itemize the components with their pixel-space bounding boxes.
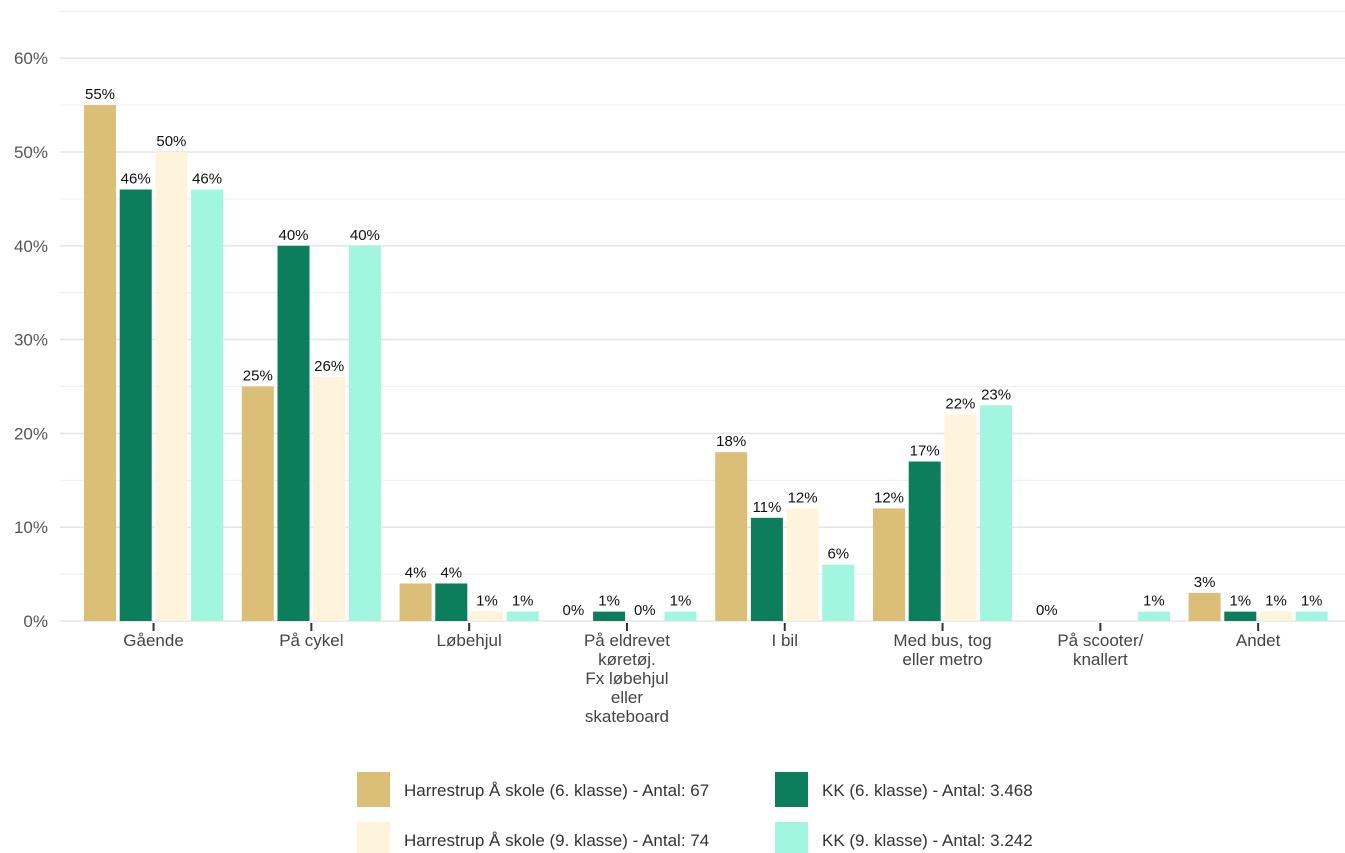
data-label: 4% xyxy=(405,564,427,581)
data-label: 1% xyxy=(1265,593,1287,610)
bar xyxy=(1295,611,1328,621)
data-label: 1% xyxy=(512,593,534,610)
x-category-label: eller metro xyxy=(902,650,982,669)
data-label: 6% xyxy=(827,546,849,563)
data-label: 26% xyxy=(314,358,344,375)
data-label: 18% xyxy=(716,433,746,450)
data-label: 1% xyxy=(1229,593,1251,610)
legend-swatch xyxy=(775,772,808,807)
legend-swatch xyxy=(357,822,390,853)
bar xyxy=(348,245,381,622)
data-label: 40% xyxy=(278,227,308,244)
x-category-label: I bil xyxy=(772,631,798,650)
y-tick-label: 10% xyxy=(14,518,48,537)
bar xyxy=(750,517,783,621)
data-label: 22% xyxy=(945,396,975,413)
bar xyxy=(664,611,697,621)
x-category-label: Gående xyxy=(123,631,184,650)
data-label: 1% xyxy=(670,593,692,610)
legend-item: Harrestrup Å skole (9. klasse) - Antal: … xyxy=(357,822,709,853)
bar xyxy=(822,564,855,621)
data-label: 0% xyxy=(1036,602,1058,619)
y-tick-label: 20% xyxy=(14,424,48,443)
bar xyxy=(944,414,977,621)
legend-swatch xyxy=(357,772,390,807)
legend: Harrestrup Å skole (6. klasse) - Antal: … xyxy=(357,772,1033,853)
gridlines xyxy=(60,10,1345,622)
legend-label: KK (6. klasse) - Antal: 3.468 xyxy=(822,781,1033,800)
data-label: 3% xyxy=(1194,574,1216,591)
data-label: 11% xyxy=(752,499,781,516)
bar xyxy=(435,583,468,621)
bar xyxy=(1188,592,1221,621)
data-label: 46% xyxy=(192,171,222,188)
legend-item: KK (9. klasse) - Antal: 3.242 xyxy=(775,822,1033,853)
y-tick-label: 60% xyxy=(14,49,48,68)
bar xyxy=(980,405,1013,621)
y-tick-label: 0% xyxy=(23,612,48,631)
data-label: 12% xyxy=(788,489,818,506)
data-label: 40% xyxy=(350,227,380,244)
data-label: 17% xyxy=(910,443,940,460)
legend-label: KK (9. klasse) - Antal: 3.242 xyxy=(822,831,1033,850)
bar xyxy=(399,583,432,621)
y-axis: 0% 10% 20% 30% 40% 50% 60% xyxy=(14,49,48,631)
bar xyxy=(471,611,503,621)
bar xyxy=(155,152,188,621)
x-category-label: køretøj. xyxy=(598,650,656,669)
bar xyxy=(786,508,819,621)
x-category-label: Løbehjul xyxy=(437,631,502,650)
bar xyxy=(1260,611,1292,621)
data-label: 0% xyxy=(634,602,656,619)
bar xyxy=(313,377,346,621)
legend-item: KK (6. klasse) - Antal: 3.468 xyxy=(775,772,1033,807)
bar xyxy=(119,189,152,621)
x-axis: Gående På cykel Løbehjul På eldrevetkøretøj… xyxy=(123,623,1281,726)
data-label: 23% xyxy=(981,386,1011,403)
bar xyxy=(873,508,905,621)
bar xyxy=(506,611,539,621)
x-category-label: knallert xyxy=(1073,650,1128,669)
data-label: 1% xyxy=(1143,593,1165,610)
x-category-label: Fx løbehjul xyxy=(585,669,668,688)
legend-item: Harrestrup Å skole (6. klasse) - Antal: … xyxy=(357,772,709,807)
y-tick-label: 50% xyxy=(14,143,48,162)
x-category-label: Med bus, tog xyxy=(893,631,991,650)
bar xyxy=(1224,611,1257,621)
data-label: 4% xyxy=(440,564,462,581)
data-label: 12% xyxy=(874,489,904,506)
data-label: 46% xyxy=(121,171,151,188)
x-category-label: På scooter/ xyxy=(1057,631,1143,650)
data-labels: 55% 25% 4% 0% 18% 12% 0% 3% 46% 40% 4% 1% 11% 17% 1% 50… xyxy=(85,86,1323,619)
x-category-label: Andet xyxy=(1236,631,1281,650)
bar xyxy=(715,452,748,621)
bar xyxy=(241,386,274,621)
data-label: 1% xyxy=(476,593,498,610)
data-label: 50% xyxy=(156,133,186,150)
legend-label: Harrestrup Å skole (6. klasse) - Antal: … xyxy=(404,781,709,800)
x-category-label: skateboard xyxy=(585,707,669,726)
bar xyxy=(191,189,224,621)
y-tick-label: 30% xyxy=(14,331,48,350)
bar xyxy=(908,461,941,621)
data-label: 1% xyxy=(598,593,620,610)
bar xyxy=(593,611,626,621)
legend-swatch xyxy=(775,822,808,853)
bar xyxy=(84,105,116,622)
bar xyxy=(277,245,310,622)
data-label: 55% xyxy=(85,86,115,103)
data-label: 0% xyxy=(563,602,585,619)
bars xyxy=(84,105,1328,622)
data-label: 25% xyxy=(243,368,273,385)
x-category-label: På eldrevet xyxy=(584,631,670,650)
legend-label: Harrestrup Å skole (9. klasse) - Antal: … xyxy=(404,831,709,850)
x-category-label: På cykel xyxy=(279,631,343,650)
bar xyxy=(1137,611,1170,621)
x-category-label: eller xyxy=(611,688,643,707)
y-tick-label: 40% xyxy=(14,237,48,256)
data-label: 1% xyxy=(1301,593,1323,610)
